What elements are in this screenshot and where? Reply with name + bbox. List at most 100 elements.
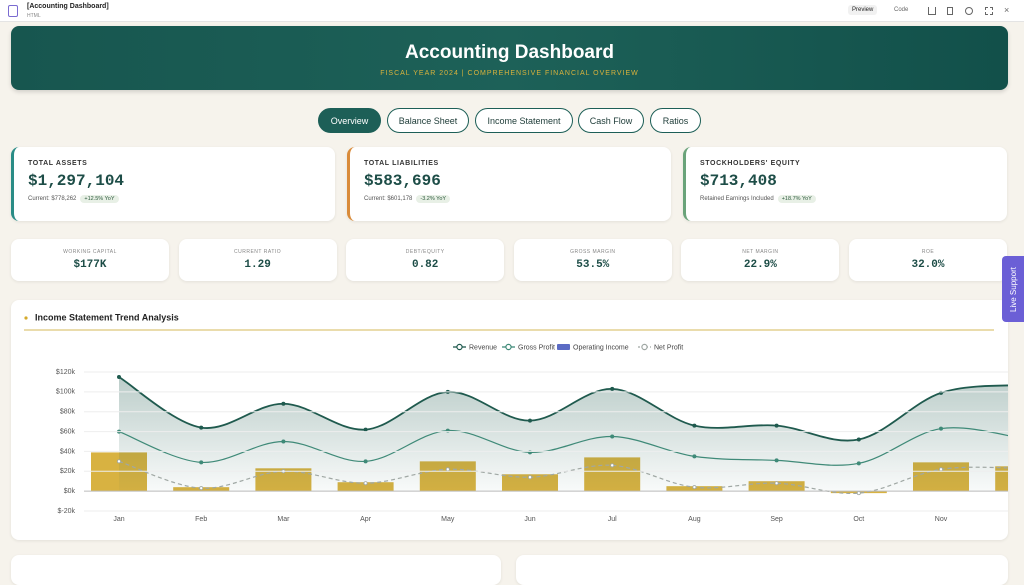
y-tick-label: $20k bbox=[60, 468, 76, 475]
point bbox=[610, 386, 615, 391]
y-tick-label: $80k bbox=[60, 409, 76, 416]
legend-swatch bbox=[456, 343, 463, 351]
y-tick-label: $0k bbox=[64, 488, 76, 495]
point bbox=[774, 423, 779, 428]
live-support[interactable]: Live Support bbox=[1002, 256, 1024, 322]
point bbox=[117, 374, 122, 379]
tab[interactable]: Income Statement bbox=[475, 108, 573, 133]
bookmark-icon[interactable] bbox=[947, 7, 953, 15]
metric-value: $177K bbox=[73, 259, 107, 271]
x-tick-label: Sep bbox=[770, 516, 783, 523]
header: Accounting Dashboard FISCAL YEAR 2024 | … bbox=[11, 26, 1008, 90]
title-dot bbox=[24, 316, 28, 320]
y-tick-label: $40k bbox=[60, 448, 76, 455]
metric-card: GROSS MARGIN 53.5% bbox=[513, 239, 672, 281]
point bbox=[774, 481, 779, 486]
kpi-value: $583,696 bbox=[364, 172, 441, 190]
point bbox=[856, 461, 861, 466]
x-tick-label: Feb bbox=[195, 516, 207, 523]
point bbox=[528, 418, 533, 423]
kpi-card: TOTAL ASSETS $1,297,104 Current: $778,262 +… bbox=[11, 147, 335, 221]
kpi-note-text: Current: $601,178 bbox=[364, 196, 413, 202]
kpi-card: STOCKHOLDERS' EQUITY $713,408 Retained Ear… bbox=[683, 147, 1007, 221]
bottom-card bbox=[516, 555, 1008, 585]
legend-label: Gross Profit bbox=[518, 344, 555, 351]
tab[interactable]: Balance Sheet bbox=[387, 108, 469, 133]
kpi-note: Retained Earnings Included +18.7% YoY bbox=[700, 195, 993, 203]
kpi-card: TOTAL LIABILITIES $583,696 Current: $601,1… bbox=[347, 147, 671, 221]
metric-card: WORKING CAPITAL $177K bbox=[11, 239, 169, 281]
bottom-card bbox=[11, 555, 501, 585]
y-tick-label: $60k bbox=[60, 428, 76, 435]
header-subtitle: FISCAL YEAR 2024 | COMPREHENSIVE FINANCI… bbox=[380, 70, 639, 77]
metric-card: NET MARGIN 22.9% bbox=[681, 239, 840, 281]
legend-swatch bbox=[557, 344, 570, 350]
metric-value: 53.5% bbox=[576, 259, 610, 271]
toolbar-title: [Accounting Dashboard] bbox=[27, 3, 109, 10]
kpi-note: Current: $601,178 -3.2% YoY bbox=[364, 195, 657, 203]
metric-label: NET MARGIN bbox=[742, 249, 779, 255]
tab[interactable]: Ratios bbox=[650, 108, 701, 133]
point bbox=[692, 423, 697, 428]
metric-card: CURRENT RATIO 1.29 bbox=[178, 239, 337, 281]
point bbox=[610, 434, 615, 439]
toolbar-subtitle: HTML bbox=[27, 13, 41, 19]
metric-card: DEBT/EQUITY 0.82 bbox=[346, 239, 505, 281]
expand-icon[interactable] bbox=[985, 7, 993, 15]
y-tick-label: $100k bbox=[56, 389, 76, 396]
preview-button[interactable]: Preview bbox=[848, 5, 878, 15]
y-tick-label: $120k bbox=[56, 369, 76, 376]
point bbox=[610, 463, 615, 468]
tab[interactable]: Cash Flow bbox=[578, 108, 644, 133]
kpi-note-text: Current: $778,262 bbox=[28, 196, 77, 202]
point bbox=[939, 426, 944, 431]
x-tick-label: Nov bbox=[935, 516, 948, 523]
point bbox=[528, 475, 533, 480]
metric-label: GROSS MARGIN bbox=[570, 249, 616, 255]
metric-value: 32.0% bbox=[911, 259, 945, 271]
metric-label: ROE bbox=[921, 249, 935, 255]
code-button[interactable]: Code bbox=[894, 7, 909, 13]
x-tick-label: Mar bbox=[277, 516, 290, 523]
point bbox=[281, 439, 286, 444]
kpi-label: TOTAL LIABILITIES bbox=[364, 160, 439, 167]
live-support-label[interactable]: Live Support bbox=[1008, 266, 1018, 312]
metric-label: CURRENT RATIO bbox=[234, 249, 282, 255]
kpi-badge: -3.2% YoY bbox=[416, 195, 451, 203]
legend-label: Operating Income bbox=[573, 344, 629, 351]
tab[interactable]: Overview bbox=[318, 108, 381, 133]
point bbox=[692, 485, 697, 490]
x-tick-label: Jun bbox=[524, 516, 535, 523]
y-tick-label: $-20k bbox=[57, 508, 75, 515]
point bbox=[856, 491, 861, 496]
point bbox=[281, 401, 286, 406]
kpi-label: TOTAL ASSETS bbox=[28, 160, 88, 167]
x-tick-label: May bbox=[441, 516, 455, 523]
download-icon[interactable] bbox=[928, 7, 936, 15]
line bbox=[118, 376, 1008, 442]
legend-swatch bbox=[641, 343, 648, 351]
kpi-label: STOCKHOLDERS' EQUITY bbox=[700, 160, 801, 167]
close-icon[interactable]: × bbox=[1004, 5, 1010, 15]
kpi-value: $713,408 bbox=[700, 172, 777, 190]
file-icon bbox=[8, 5, 18, 17]
point bbox=[199, 460, 204, 465]
metric-label: DEBT/EQUITY bbox=[405, 249, 445, 255]
kpi-note-text: Retained Earnings Included bbox=[700, 196, 774, 202]
area bbox=[119, 376, 1008, 492]
legend-swatch bbox=[505, 343, 512, 351]
point bbox=[363, 481, 368, 486]
globe-icon[interactable] bbox=[965, 7, 973, 15]
point bbox=[199, 486, 204, 491]
point bbox=[117, 459, 122, 464]
x-tick-label: Apr bbox=[360, 516, 372, 523]
kpi-value: $1,297,104 bbox=[28, 172, 125, 190]
point bbox=[856, 437, 861, 442]
point bbox=[363, 459, 368, 464]
x-tick-label: Aug bbox=[688, 516, 701, 523]
x-tick-label: Jan bbox=[113, 516, 124, 523]
legend-label: Revenue bbox=[469, 344, 497, 351]
point bbox=[774, 458, 779, 463]
